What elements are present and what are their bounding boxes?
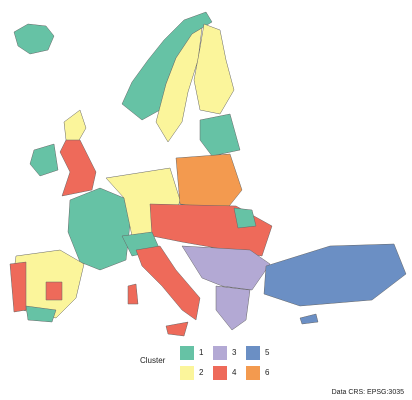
legend-label: 3: [232, 348, 237, 357]
region: [199, 113, 241, 157]
legend-swatch: [180, 366, 194, 380]
region: [299, 313, 319, 325]
region: [165, 321, 189, 337]
region: [193, 23, 235, 115]
region: [263, 243, 407, 307]
region: [45, 281, 63, 301]
legend-swatch: [246, 366, 260, 380]
region: [233, 207, 257, 229]
region: [25, 305, 57, 323]
region: [29, 143, 59, 177]
region: [13, 23, 55, 55]
map-regions: [9, 11, 407, 337]
region: [9, 261, 27, 313]
region: [59, 139, 97, 197]
region: [67, 187, 131, 271]
legend-swatch: [180, 346, 194, 360]
legend-label: 6: [265, 368, 270, 377]
legend: 1 2 3 4 5 6: [180, 346, 270, 380]
region: [135, 245, 201, 321]
caption: Data CRS: EPSG:3035: [332, 389, 404, 396]
legend-label: 2: [199, 368, 204, 377]
region: [63, 109, 87, 143]
legend-label: 4: [232, 368, 237, 377]
region: [181, 245, 271, 291]
legend-title: Cluster: [140, 356, 166, 365]
legend-label: 1: [199, 348, 204, 357]
legend-swatch: [246, 346, 260, 360]
region: [127, 283, 139, 305]
region: [175, 153, 243, 211]
region: [215, 285, 251, 331]
legend-label: 5: [265, 348, 270, 357]
legend-swatch: [213, 346, 227, 360]
legend-swatch: [213, 366, 227, 380]
region: [155, 27, 203, 143]
